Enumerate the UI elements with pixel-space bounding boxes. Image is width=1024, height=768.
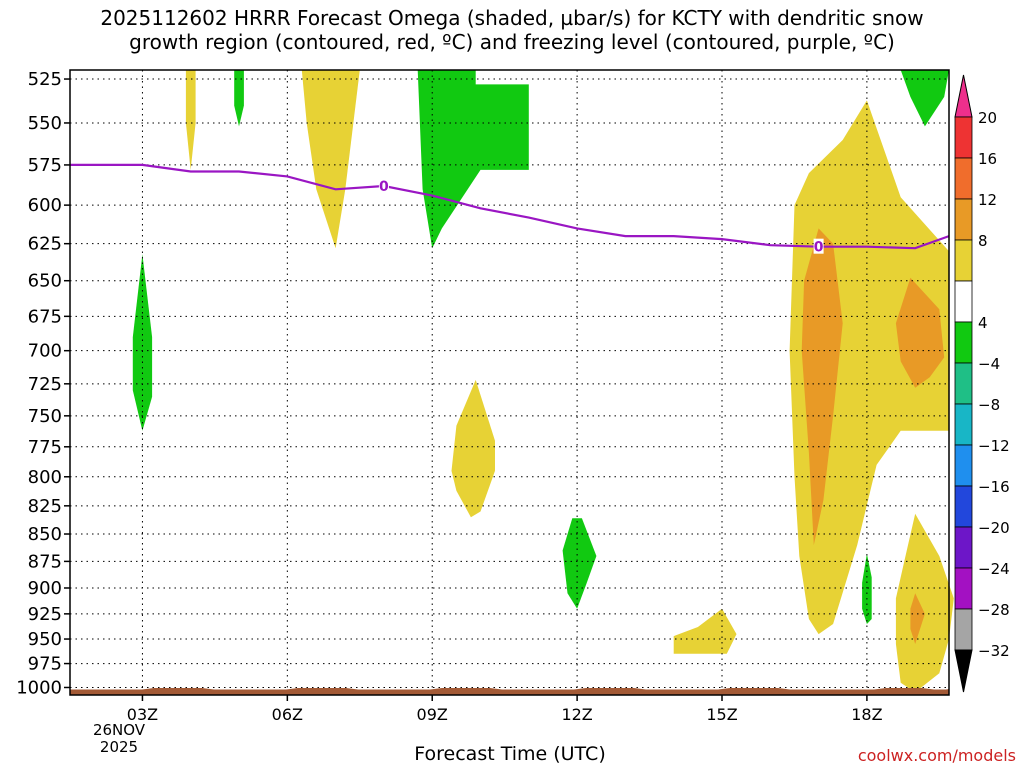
freezing-level-label-1: 0	[814, 240, 824, 256]
x-tick-label-18Z: 18Z	[851, 705, 882, 724]
y-tick-label-600: 600	[28, 195, 62, 216]
colorbar-tick-label--16: −16	[978, 478, 1010, 496]
y-tick-label-925: 925	[28, 604, 62, 625]
x-tick-label-03Z: 03Z	[127, 705, 158, 724]
colorbar-bin-2	[954, 198, 973, 241]
date-label-day: 26NOV	[92, 721, 146, 739]
y-axis: 525 550 575 600 625 650 675 700 725 750 775 800 825 8…	[16, 69, 70, 698]
x-tick-label-15Z: 15Z	[706, 705, 737, 724]
colorbar-tick-label--28: −28	[978, 601, 1010, 619]
colorbar-tick-label--4: −4	[978, 355, 1000, 373]
y-tick-label-750: 750	[28, 406, 62, 427]
colorbar-tick-label-8: 8	[978, 232, 988, 250]
y-tick-label-900: 900	[28, 578, 62, 599]
colorbar-tick-label--12: −12	[978, 437, 1010, 455]
omega-region-green-cell-18z	[862, 553, 872, 624]
x-axis-label: Forecast Time (UTC)	[414, 743, 606, 765]
y-tick-label-775: 775	[28, 437, 62, 458]
freezing-label-bg-0	[378, 178, 389, 194]
omega-region-green-cap-19z	[900, 70, 949, 127]
colorbar: 20 16 12 8 4 −4 −8 −12 −16 −20 −24 −28 −32 −36	[954, 0, 1010, 693]
colorbar-bottom-arrow	[954, 649, 973, 693]
colorbar-top-arrow	[954, 74, 973, 118]
omega-region-yellow-plume-early	[185, 70, 196, 170]
title-line-1: 2025112602 HRRR Forecast Omega (shaded, …	[100, 6, 924, 30]
y-tick-label-550: 550	[28, 113, 62, 134]
y-tick-label-650: 650	[28, 271, 62, 292]
y-tick-label-575: 575	[28, 155, 62, 176]
colorbar-bin-10	[954, 526, 973, 569]
y-tick-label-975: 975	[28, 654, 62, 675]
colorbar-bin-11	[954, 567, 973, 610]
y-tick-label-675: 675	[28, 306, 62, 327]
colorbar-tick-label-16: 16	[978, 150, 997, 168]
colorbar-bin-6	[954, 362, 973, 405]
title-line-2: growth region (contoured, red, ºC) and f…	[129, 30, 895, 54]
y-tick-label-950: 950	[28, 629, 62, 650]
colorbar-tick-label-4: 4	[978, 314, 988, 332]
omega-region-yellow-cell-15z	[673, 608, 737, 654]
colorbar-bin-0	[954, 116, 973, 159]
y-tick-label-625: 625	[28, 234, 62, 255]
y-tick-label-825: 825	[28, 496, 62, 517]
colorbar-tick-label--36: −36	[978, 0, 1010, 4]
freezing-level-layer: 00	[70, 163, 950, 256]
omega-shading-layer	[132, 70, 954, 693]
colorbar-tick-label-20: 20	[978, 109, 997, 127]
x-tick-label-09Z: 09Z	[417, 705, 448, 724]
y-tick-label-700: 700	[28, 341, 62, 362]
colorbar-tick-label-12: 12	[978, 191, 997, 209]
y-tick-label-525: 525	[28, 69, 62, 90]
chart-title: 2025112602 HRRR Forecast Omega (shaded, …	[0, 6, 1024, 54]
x-tick-label-06Z: 06Z	[272, 705, 303, 724]
omega-region-orange-core-19z	[895, 277, 945, 388]
colorbar-tick-label--32: −32	[978, 642, 1010, 660]
plot-frame	[69, 69, 950, 696]
x-tick-label-12Z: 12Z	[561, 705, 592, 724]
y-tick-label-725: 725	[28, 374, 62, 395]
omega-region-orange-core-17z	[801, 228, 843, 546]
colorbar-tick-label--8: −8	[978, 396, 1000, 414]
omega-region-yellow-plume-06z	[301, 70, 360, 249]
freezing-level-label-0: 0	[379, 179, 389, 195]
surface-terrain	[70, 688, 949, 695]
omega-region-yellow-main-17z	[789, 100, 949, 635]
omega-region-yellow-cell-19z-low	[895, 513, 954, 693]
y-tick-label-850: 850	[28, 524, 62, 545]
credit-link[interactable]: coolwx.com/models	[857, 746, 1016, 765]
y-tick-label-800: 800	[28, 467, 62, 488]
colorbar-tick-label--20: −20	[978, 519, 1010, 537]
colorbar-bin-3	[954, 239, 973, 282]
colorbar-bin-7	[954, 403, 973, 446]
omega-region-green-cell-03z	[132, 254, 153, 431]
colorbar-bin-8	[954, 444, 973, 487]
colorbar-bin-5	[954, 321, 973, 364]
y-tick-label-1000: 1000	[16, 677, 62, 698]
date-label-year: 2025	[99, 738, 139, 756]
colorbar-bin-4	[954, 280, 973, 323]
freezing-label-bg-1	[813, 238, 824, 254]
colorbar-bin-12	[954, 608, 973, 651]
colorbar-tick-label--24: −24	[978, 560, 1010, 578]
x-axis: 03Z 06Z 09Z 12Z 15Z 18Z	[127, 695, 883, 724]
omega-region-yellow-cell-10z	[451, 379, 495, 518]
colorbar-bin-9	[954, 485, 973, 528]
omega-region-orange-cell-19z-low	[910, 593, 925, 644]
omega-region-green-cell-12z	[562, 518, 597, 609]
y-tick-label-875: 875	[28, 551, 62, 572]
colorbar-bin-1	[954, 157, 973, 200]
omega-region-green-block-09z	[417, 70, 529, 249]
omega-region-green-plume-early	[234, 70, 244, 127]
gridlines-layer	[70, 70, 949, 695]
